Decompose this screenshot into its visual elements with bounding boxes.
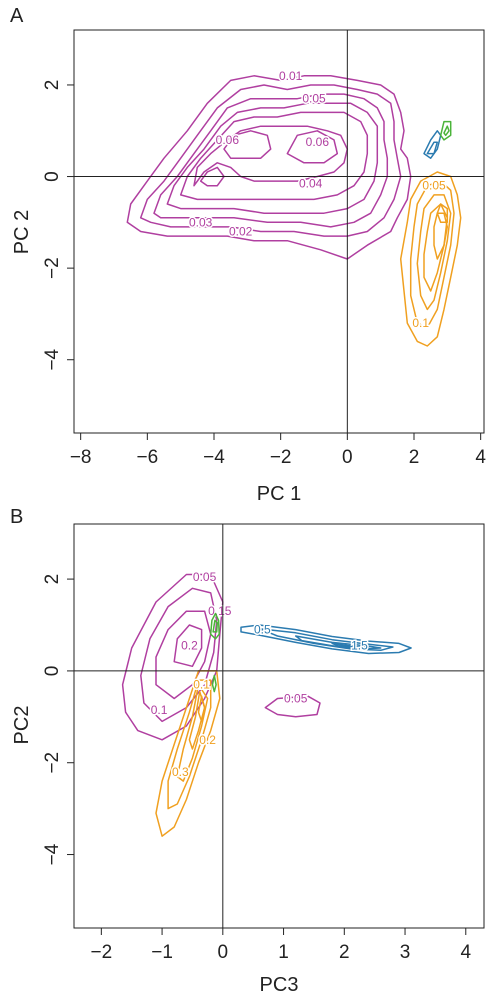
panel-b-x-tick-label: 0 [218,942,229,963]
panel-a-x-tick-label: −2 [270,447,292,468]
panel-b-y-axis-title: PC2 [11,706,33,745]
panel-a: A 0.01 0.05 0.06 0.06 0.04 0.03 0.02 0.05 0.1 −8… [10,5,486,505]
panel-b-green-contour-line [209,612,220,640]
panel-a-orange-contour-line [416,194,452,311]
panel-a-magenta-contour-line [166,102,379,214]
panel-a-orange-contour-line [433,212,449,260]
panel-a-magenta-contour-label: 0.03 [189,215,213,229]
panel-a-magenta-contour-label: 0.04 [299,176,323,190]
panel-a-green-contour-line [439,120,452,141]
panel-a-magenta-contour-line [286,130,339,164]
panel-b-magenta-contour-line [264,695,321,718]
panel-a-magenta-contour-line [153,93,389,228]
panel-b-reference-lines [74,524,484,928]
panel-b-orange-contour-label: 0.1 [193,678,210,692]
panel-b-x-tick-label: 4 [460,942,471,963]
panel-a-magenta-contour-label: 0.05 [302,92,326,106]
panel-a-y-tick-label: 2 [42,80,63,91]
panel-b-x-tick-label: 1 [278,942,289,963]
panel-a-y-tick-label: −4 [42,348,63,370]
panel-b-blue-contour-line [294,635,382,650]
panel-b: B 0.05 0.15 0.2 0.1 0.05 0.1 0.2 0.3 0.5 1.5 −2 −1… [10,506,485,996]
panel-b-magenta-contour-line [155,610,212,700]
panel-b-x-tick-label: 3 [400,942,411,963]
panel-a-green-contour-line [443,125,450,137]
panel-a-magenta-contour-line [126,75,412,260]
panel-a-ticks: −8 −6 −4 −2 0 2 4 −4 −2 0 2 [42,80,486,468]
panel-b-y-tick-label: −2 [42,752,63,774]
panel-b-y-tick-label: 2 [42,574,63,585]
panel-b-orange-contour-line [176,683,209,782]
panel-a-magenta-contour-label: 0.01 [279,69,303,83]
panel-a-magenta-contour-line [223,130,272,159]
panel-b-x-axis-title: PC3 [260,974,299,996]
panel-b-magenta-contour-label: 0.05 [284,691,308,705]
panel-b-orange-contour-line [197,695,206,723]
panel-a-x-tick-label: −4 [203,447,225,468]
panel-b-magenta-contour-label: 0.2 [181,639,198,653]
panel-b-letter: B [10,506,23,528]
panel-a-x-tick-label: 4 [475,447,486,468]
panel-b-magenta-contour-line [121,573,224,741]
panel-b-blue-contour-line [258,627,394,652]
panel-b-x-tick-label: 2 [339,942,350,963]
panel-a-orange-contour-label: 0.1 [412,316,429,330]
panel-a-magenta-contour-label: 0.02 [229,225,253,239]
panel-a-orange-contour-line [436,203,449,224]
panel-a-magenta-contour-label: 0.06 [216,133,240,147]
panel-b-green-contour-line [211,674,217,693]
panel-b-orange-contour-label: 0.3 [172,765,189,779]
panel-a-reference-lines [74,30,484,433]
panel-a-letter: A [10,5,24,27]
panel-b-blue-contour-line [331,642,370,649]
panel-b-plot-frame [73,523,485,929]
panel-a-plot-frame [73,29,485,434]
panel-a-y-tick-label: 0 [42,171,63,182]
panel-a-orange-contour-label: 0.05 [422,179,446,193]
panel-a-orange-contour-line [409,180,455,329]
panel-b-ticks: −2 −1 0 1 2 3 4 −4 −2 0 2 [42,574,471,963]
panel-b-magenta-contour-line [140,587,218,723]
panel-a-contours: 0.01 0.05 0.06 0.06 0.04 0.03 0.02 0.05 0.1 [126,67,462,347]
panel-a-x-axis-title: PC 1 [257,483,301,505]
panel-b-blue-contour-label: 0.5 [254,623,271,637]
panel-b-magenta-contour-label: 0.15 [208,604,232,618]
panel-b-x-tick-label: −2 [90,942,112,963]
panel-a-x-tick-label: −6 [136,447,158,468]
panel-b-orange-contour-label: 0.2 [199,733,216,747]
panel-b-blue-contour-label: 1.5 [351,639,368,653]
panel-a-x-tick-label: 2 [409,447,420,468]
panel-b-magenta-contour-line [173,624,203,668]
panel-a-x-tick-label: 0 [342,447,353,468]
panel-b-blue-contour-line [240,624,412,655]
panel-b-y-tick-label: −4 [42,843,63,865]
panel-b-y-tick-label: 0 [42,666,63,677]
panel-a-y-tick-label: −2 [42,257,63,279]
panel-b-contours: 0.05 0.15 0.2 0.1 0.05 0.1 0.2 0.3 0.5 1.5 [121,568,412,837]
panel-a-magenta-contour-line [139,84,402,237]
panel-b-orange-contour-line [155,670,221,837]
panel-a-magenta-contour-line [179,111,369,201]
panel-b-orange-contour-line [167,679,212,810]
panel-a-blue-contour-line [426,141,439,155]
panel-a-y-axis-title: PC 2 [11,210,33,254]
panel-a-x-tick-label: −8 [70,447,92,468]
panel-b-green-contour-line [212,619,219,633]
panel-b-magenta-contour-label: 0.1 [151,703,168,717]
panel-b-magenta-contour-label: 0.05 [193,570,217,584]
panel-a-orange-contour-line [423,203,449,292]
panel-b-x-tick-label: −1 [151,942,173,963]
panel-a-orange-contour-line [399,171,462,347]
panel-a-magenta-contour-label: 0.06 [306,135,330,149]
